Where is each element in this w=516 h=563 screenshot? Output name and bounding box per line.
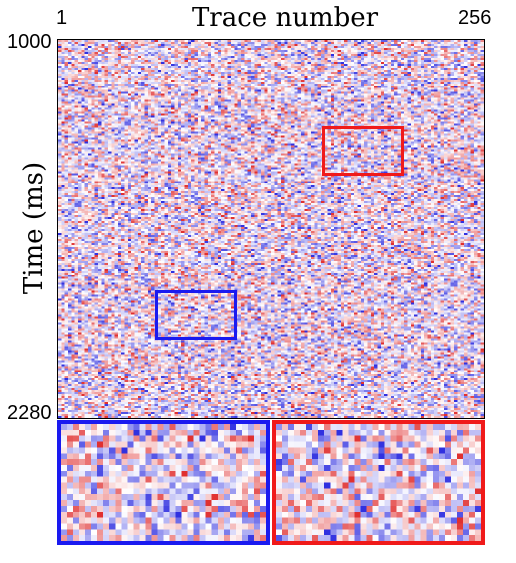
red-zoom-image	[276, 424, 481, 541]
seismic-noise-image	[58, 40, 484, 418]
blue-zoom-image	[61, 424, 266, 541]
x-axis-title: Trace number	[191, 3, 379, 33]
red-zoom-panel	[272, 420, 485, 545]
blue-zoom-panel	[57, 420, 270, 545]
blue-highlight-box	[155, 290, 237, 340]
red-highlight-box	[322, 126, 404, 176]
seismic-section-panel	[57, 39, 485, 419]
x-axis-end-label: 256	[458, 7, 492, 29]
y-axis-bottom-label: 2280	[7, 402, 52, 424]
y-axis-top-label: 1000	[7, 31, 52, 53]
x-axis-start-label: 1	[56, 7, 68, 29]
y-axis-title: Time (ms)	[19, 161, 49, 295]
